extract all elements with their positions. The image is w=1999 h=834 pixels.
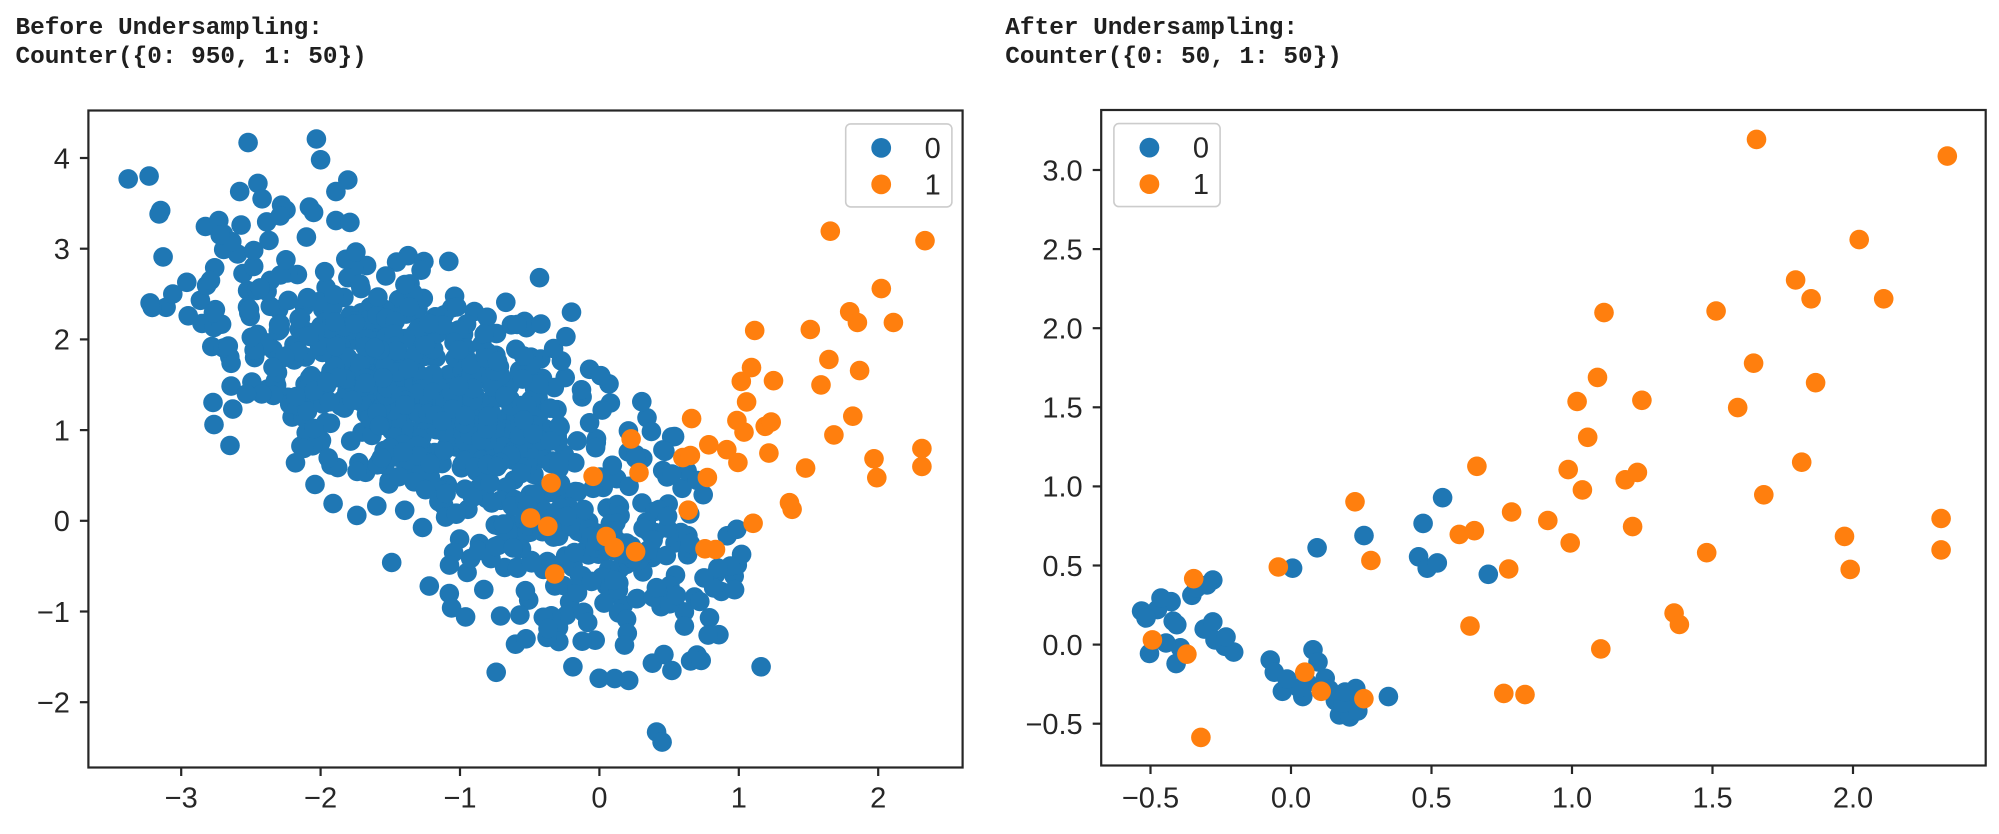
svg-text:1.0: 1.0: [1552, 783, 1592, 815]
svg-text:2.0: 2.0: [1042, 314, 1082, 346]
svg-text:1.0: 1.0: [1042, 472, 1082, 504]
svg-text:2.0: 2.0: [1833, 783, 1873, 815]
svg-text:1: 1: [731, 783, 747, 815]
svg-text:0: 0: [591, 783, 607, 815]
svg-text:−0.5: −0.5: [1025, 709, 1082, 741]
svg-text:−2: −2: [304, 783, 337, 815]
svg-text:0.5: 0.5: [1411, 783, 1451, 815]
svg-text:−1: −1: [443, 783, 476, 815]
svg-text:0.5: 0.5: [1042, 551, 1082, 583]
svg-text:0: 0: [1193, 133, 1209, 165]
svg-text:2: 2: [54, 325, 70, 357]
svg-text:0: 0: [925, 133, 941, 165]
svg-text:−0.5: −0.5: [1122, 783, 1179, 815]
svg-text:2.5: 2.5: [1042, 234, 1082, 266]
svg-text:2: 2: [870, 783, 886, 815]
svg-text:1: 1: [54, 415, 70, 447]
svg-text:1.5: 1.5: [1042, 393, 1082, 425]
svg-text:4: 4: [54, 143, 70, 175]
svg-text:1.5: 1.5: [1692, 783, 1732, 815]
svg-text:0.0: 0.0: [1042, 630, 1082, 662]
svg-text:1: 1: [1193, 169, 1209, 201]
svg-text:0.0: 0.0: [1271, 783, 1311, 815]
svg-text:−3: −3: [165, 783, 198, 815]
svg-text:−2: −2: [37, 688, 70, 720]
svg-text:3: 3: [54, 234, 70, 266]
svg-text:1: 1: [925, 169, 941, 201]
svg-text:−1: −1: [37, 597, 70, 629]
svg-text:0: 0: [54, 506, 70, 538]
svg-text:3.0: 3.0: [1042, 155, 1082, 187]
